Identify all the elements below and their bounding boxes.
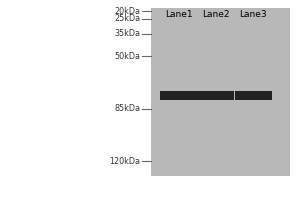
Text: Lane3: Lane3 (239, 10, 267, 19)
Text: 120kDa: 120kDa (110, 157, 140, 166)
Text: Lane1: Lane1 (165, 10, 193, 19)
Text: 35kDa: 35kDa (114, 29, 140, 38)
Bar (151, 8, 290, 176)
Text: Lane2: Lane2 (202, 10, 229, 19)
Text: 20kDa: 20kDa (114, 7, 140, 16)
Bar (197, 91, 234, 100)
Bar (160, 91, 197, 100)
Text: 25kDa: 25kDa (114, 14, 140, 23)
Bar (235, 91, 272, 100)
Text: 85kDa: 85kDa (114, 104, 140, 113)
Text: 50kDa: 50kDa (114, 52, 140, 61)
